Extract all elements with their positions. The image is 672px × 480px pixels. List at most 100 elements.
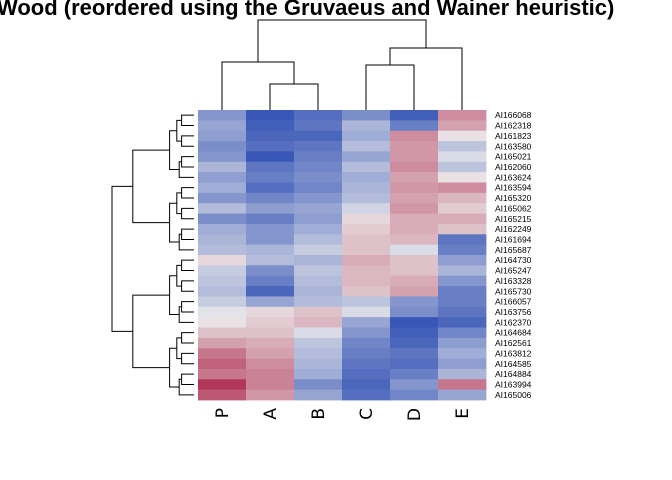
heatmap-cell [390,306,439,318]
row-dendrogram-branch [181,187,194,199]
heatmap-cell [342,255,391,266]
heatmap-cell [390,286,439,297]
heatmap-cell [390,213,439,225]
row-dendrogram-branch [176,337,182,360]
heatmap-cell [390,172,439,183]
heatmap-cell [198,286,247,297]
row-dendrogram-branch [132,294,170,369]
column-label: B [309,408,329,420]
heatmap-cell [342,286,391,297]
heatmap-cell [342,120,391,132]
heatmap-cell [390,348,439,359]
heatmap-cell [246,337,295,349]
heatmap-cell [294,368,343,380]
heatmap-cell [246,389,295,401]
column-label: A [261,408,281,420]
row-label: AI162370 [495,317,532,327]
heatmap-cell [246,130,295,142]
heatmap-cell [438,286,487,297]
row-dendrogram-branch [181,228,194,240]
heatmap-cell [294,151,343,163]
heatmap-cell [390,389,439,401]
heatmap-cell [342,172,391,183]
heatmap-cell [246,255,295,266]
heatmap-cell [390,130,439,142]
heatmap-cell [198,192,247,204]
heatmap-cell [198,306,247,318]
heatmap-cell [198,120,247,132]
heatmap-cell [198,234,247,246]
heatmap-cell [294,203,343,214]
row-label: AI165320 [495,193,532,203]
heatmap-cell [342,337,391,349]
heatmap-cell [342,182,391,194]
row-label: AI163580 [495,141,532,151]
heatmap-cell [246,172,295,183]
heatmap-cell [342,389,391,401]
row-label: AI166057 [495,297,532,307]
heatmap-cell [342,203,391,214]
row-dendrogram-branch [169,275,180,316]
row-label: AI163756 [495,307,532,317]
heatmap-cell [246,244,295,256]
heatmap-cell [198,151,247,163]
heatmap-cell [438,141,487,152]
heatmap-cell [294,223,343,235]
row-dendrogram-branch [181,114,194,127]
heatmap-cell [390,120,439,132]
heatmap-cell [246,110,295,121]
heatmap-cell [342,161,391,173]
heatmap-cell [342,379,391,391]
column-label: E [453,408,473,419]
heatmap-cell [294,213,343,225]
heatmap-cell [246,192,295,204]
heatmap-cell [390,337,439,349]
heatmap-cell [294,130,343,142]
heatmap-cell [438,161,487,173]
row-dendrogram-branch [181,259,194,272]
row-dendrogram-branch [176,264,182,287]
heatmap-cell [198,265,247,277]
heatmap-cell [390,141,439,152]
heatmap-cell [342,192,391,204]
heatmap-cell [294,161,343,173]
row-dendrogram-root [111,185,133,332]
row-dendrogram-branch [181,280,194,292]
heatmap-cell [390,182,439,194]
heatmap-cell [198,203,247,214]
heatmap-cell [246,182,295,194]
heatmap-cell [294,337,343,349]
heatmap-cell [438,182,487,194]
heatmap-cell [294,358,343,370]
heatmap-cell [246,379,295,391]
heatmap-cell [438,306,487,318]
heatmap-cell [438,296,487,308]
row-label: AI165730 [495,286,532,296]
column-dendrogram-branch [221,61,295,110]
row-label: AI165062 [495,203,532,213]
row-label: AI164585 [495,359,532,369]
heatmap-cell [438,244,487,256]
heatmap-cell [198,275,247,287]
heatmap-cell [198,327,247,339]
heatmap-cell [390,151,439,163]
heatmap-cell [390,265,439,277]
heatmap-cell [246,306,295,318]
row-label: AI161823 [495,131,532,141]
heatmap-cell [294,296,343,308]
heatmap-cell [198,141,247,152]
heatmap-cell [438,389,487,401]
heatmap-cell [342,317,391,328]
row-dendrogram-branch [181,156,194,168]
row-label: AI163594 [495,183,532,193]
row-label: AI162318 [495,121,532,131]
column-label: D [405,408,425,421]
heatmap-cell [342,296,391,308]
heatmap-cell [390,110,439,121]
row-dendrogram-branch [176,192,182,215]
row-label: AI162561 [495,338,532,348]
heatmap-cell [294,265,343,277]
heatmap-cell [294,275,343,287]
heatmap-cell [294,348,343,359]
heatmap-cell [342,306,391,318]
